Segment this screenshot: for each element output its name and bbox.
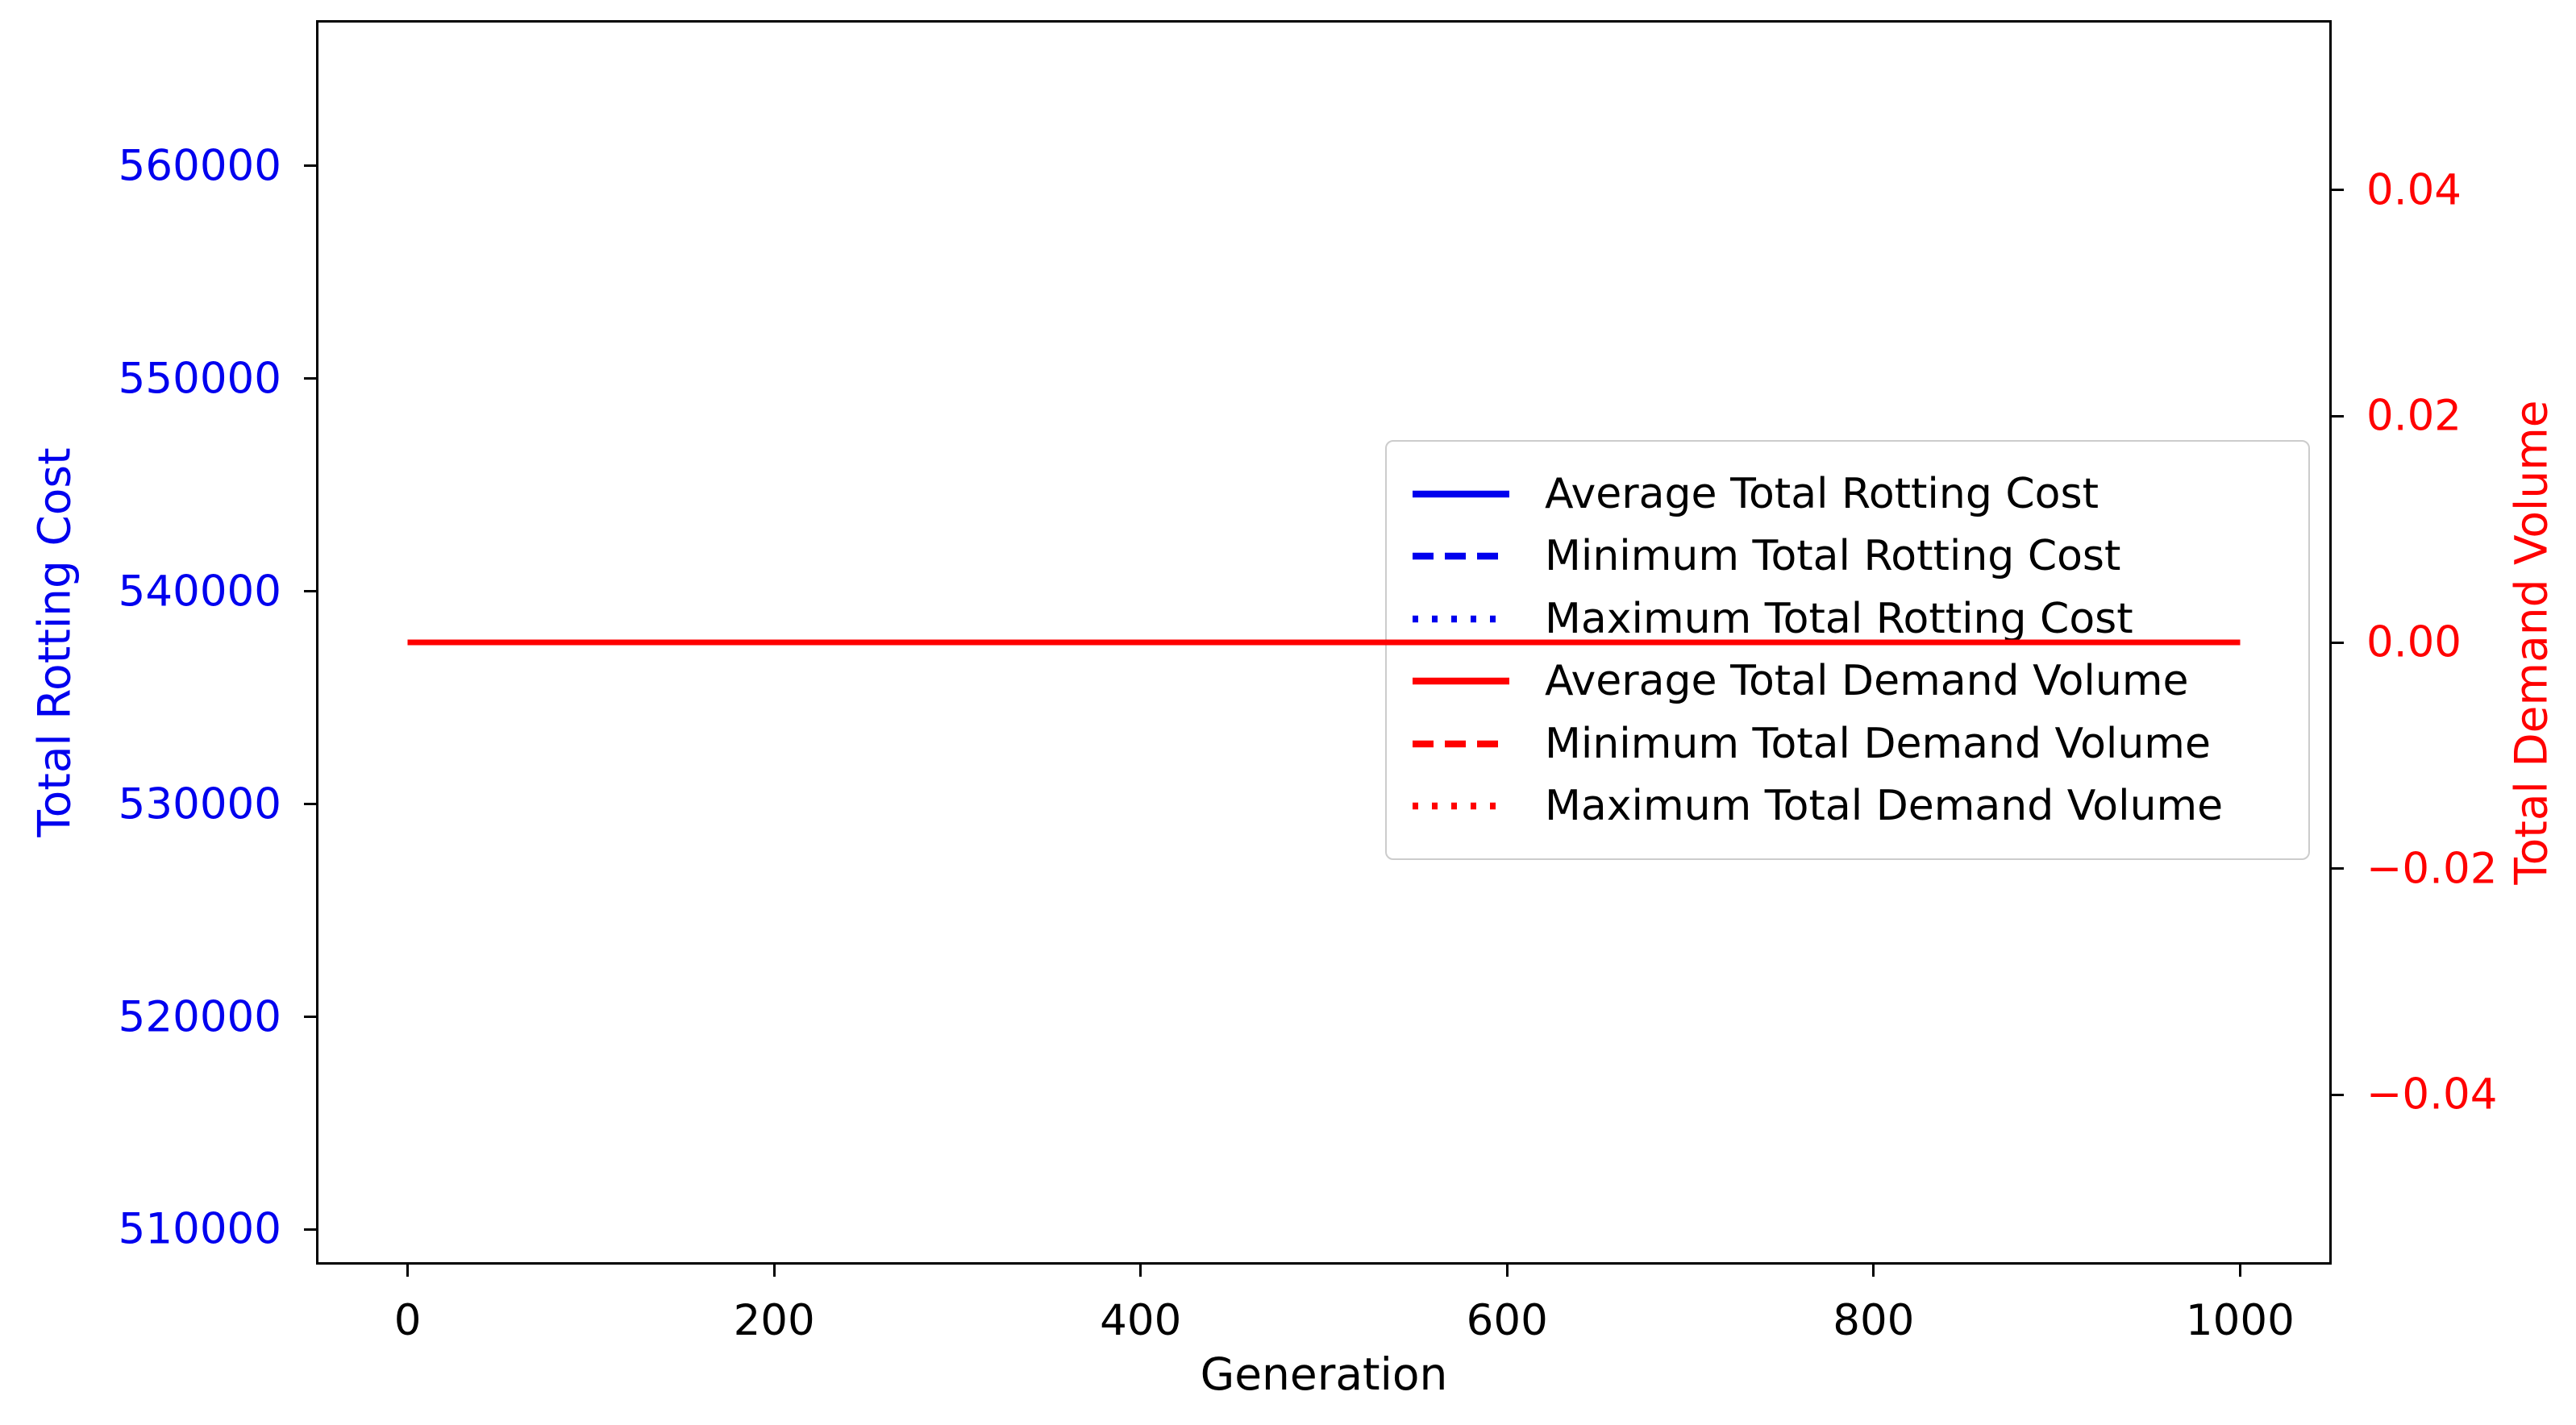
legend-label: Maximum Total Rotting Cost: [1545, 594, 2133, 643]
legend-label: Minimum Total Demand Volume: [1545, 719, 2211, 768]
legend-line-sample-dotted: [1413, 615, 1509, 622]
y-right-tick-label: 0.04: [2366, 165, 2462, 215]
tick-mark: [304, 1228, 316, 1231]
tick-mark: [304, 590, 316, 593]
legend-entry: Average Total Demand Volume: [1411, 650, 2284, 713]
plot-border: [316, 20, 2332, 1265]
legend-entry: Maximum Total Rotting Cost: [1411, 588, 2284, 650]
tick-mark: [2332, 189, 2344, 192]
tick-mark: [772, 1265, 776, 1277]
tick-mark: [2332, 641, 2344, 644]
x-axis-label: Generation: [1200, 1348, 1448, 1400]
legend-line-sample-dotted: [1413, 803, 1509, 810]
x-tick-label: 0: [393, 1296, 422, 1345]
tick-mark: [406, 1265, 410, 1277]
x-tick-label: 800: [1833, 1296, 1915, 1345]
tick-mark: [2332, 414, 2344, 418]
y-right-tick-label: −0.02: [2366, 844, 2498, 894]
legend-entry: Maximum Total Demand Volume: [1411, 775, 2284, 838]
legend-label: Average Total Rotting Cost: [1545, 469, 2099, 518]
legend-entry: Minimum Total Rotting Cost: [1411, 526, 2284, 588]
y-left-axis-label: Total Rotting Cost: [28, 447, 81, 837]
x-tick-label: 200: [733, 1296, 815, 1345]
tick-mark: [1139, 1265, 1142, 1277]
y-right-tick-label: 0.00: [2366, 617, 2462, 667]
y-left-tick-label: 520000: [118, 992, 281, 1042]
x-tick-label: 400: [1100, 1296, 1182, 1345]
legend-line-sample-dashed: [1413, 740, 1509, 747]
y-right-axis-label: Total Demand Volume: [2505, 400, 2557, 885]
legend-line-sample-dashed: [1413, 553, 1509, 560]
tick-mark: [1872, 1265, 1875, 1277]
x-tick-label: 1000: [2185, 1296, 2295, 1345]
tick-mark: [2332, 867, 2344, 870]
y-right-tick-label: −0.04: [2366, 1070, 2498, 1120]
tick-mark: [304, 164, 316, 168]
tick-mark: [2332, 1093, 2344, 1096]
y-right-tick-label: 0.02: [2366, 391, 2462, 441]
x-tick-label: 600: [1466, 1296, 1548, 1345]
tick-mark: [2238, 1265, 2241, 1277]
legend-entry: Minimum Total Demand Volume: [1411, 712, 2284, 775]
y-left-tick-label: 550000: [118, 354, 281, 404]
legend-line-sample-solid: [1413, 490, 1509, 497]
legend: Average Total Rotting Cost Minimum Total …: [1385, 440, 2310, 860]
legend-label: Maximum Total Demand Volume: [1545, 782, 2224, 831]
legend-entry: Average Total Rotting Cost: [1411, 463, 2284, 526]
tick-mark: [304, 803, 316, 806]
tick-mark: [1505, 1265, 1509, 1277]
y-left-tick-label: 560000: [118, 141, 281, 191]
legend-label: Minimum Total Rotting Cost: [1545, 532, 2121, 581]
legend-line-sample-solid: [1413, 678, 1509, 685]
y-left-tick-label: 510000: [118, 1204, 281, 1254]
tick-mark: [304, 1016, 316, 1019]
y-left-tick-label: 530000: [118, 779, 281, 829]
tick-mark: [304, 377, 316, 380]
y-left-tick-label: 540000: [118, 567, 281, 617]
legend-label: Average Total Demand Volume: [1545, 657, 2189, 706]
